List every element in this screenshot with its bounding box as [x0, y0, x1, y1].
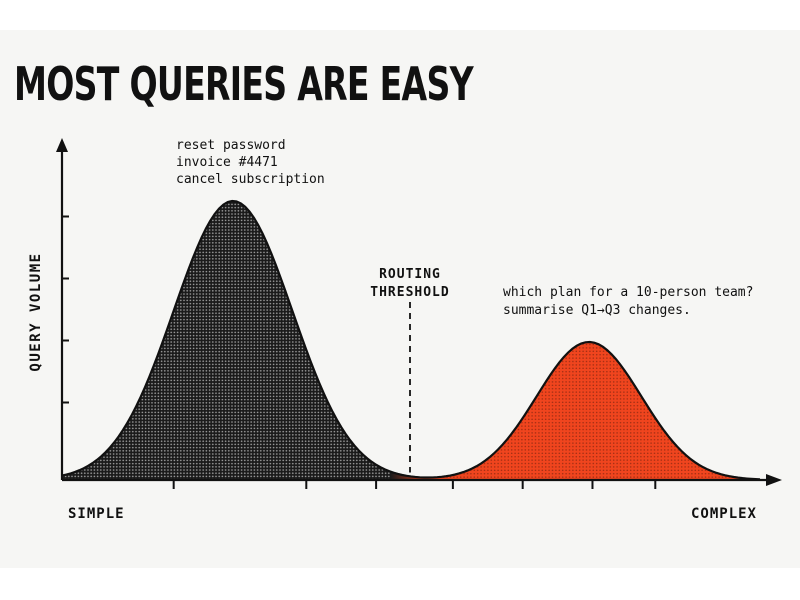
complex-query-area-texture: [430, 342, 760, 480]
simple-annotation-1: reset password: [176, 138, 286, 153]
axis-ticks: [62, 215, 657, 489]
complex-annotation-2: summarise Q1→Q3 changes.: [503, 303, 691, 318]
chart-title: MOST QUERIES ARE EASY: [14, 57, 474, 111]
threshold-label-line-1: ROUTING: [379, 267, 441, 282]
chart-canvas: MOST QUERIES ARE EASY ROUTING THRESHOLD: [0, 30, 800, 568]
y-axis-label: QUERY VOLUME: [28, 252, 44, 371]
threshold-label-line-2: THRESHOLD: [370, 285, 449, 300]
simple-annotation-3: cancel subscription: [176, 172, 325, 187]
x-axis-arrow: [766, 474, 782, 486]
x-tick-label-complex: COMPLEX: [691, 506, 757, 522]
y-axis-arrow: [56, 138, 68, 152]
complex-annotation-1: which plan for a 10-person team?: [503, 285, 753, 300]
chart: ROUTING THRESHOLD QUERY VOLUME SIMPLE CO…: [28, 138, 782, 522]
x-tick-label-simple: SIMPLE: [68, 506, 125, 522]
distribution-curve: [61, 199, 761, 481]
simple-query-area-texture: [62, 201, 392, 480]
simple-annotation-2: invoice #4471: [176, 155, 278, 170]
